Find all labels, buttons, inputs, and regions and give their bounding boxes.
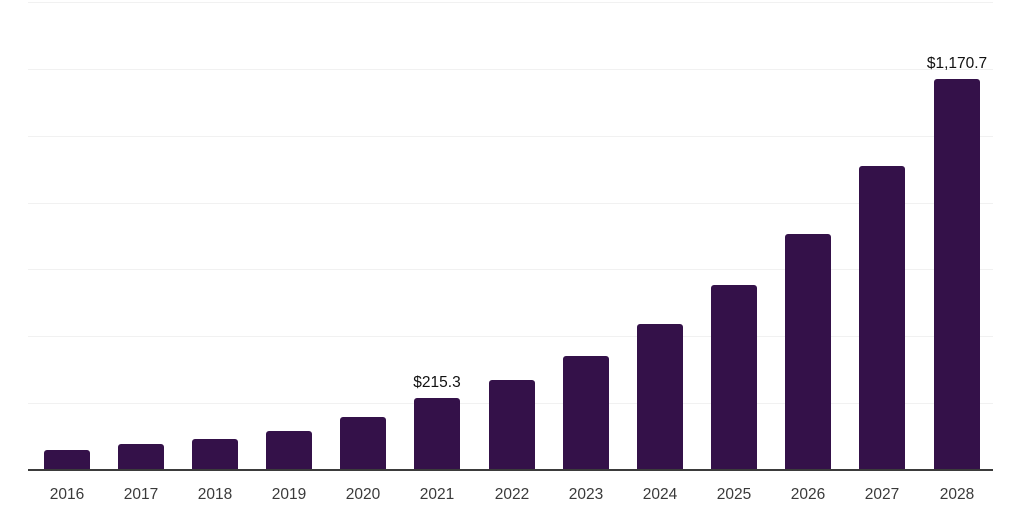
bar-2017[interactable] <box>118 444 164 470</box>
x-tick-2022: 2022 <box>494 486 530 503</box>
data-label-2028: $1,170.7 <box>926 55 988 72</box>
x-tick-2023: 2023 <box>568 486 604 503</box>
x-tick-2025: 2025 <box>716 486 752 503</box>
gridline-1400 <box>28 2 993 3</box>
bar-2027[interactable] <box>859 166 905 470</box>
bar-2021[interactable] <box>414 398 460 470</box>
x-tick-2026: 2026 <box>790 486 826 503</box>
bar-2023[interactable] <box>563 356 609 470</box>
gridline-600 <box>28 269 993 270</box>
gridline-800 <box>28 203 993 204</box>
bar-2016[interactable] <box>44 450 90 470</box>
x-tick-2019: 2019 <box>271 486 307 503</box>
bar-2022[interactable] <box>489 380 535 470</box>
x-tick-2027: 2027 <box>864 486 900 503</box>
gridline-1200 <box>28 69 993 70</box>
x-tick-2024: 2024 <box>642 486 678 503</box>
x-tick-2016: 2016 <box>49 486 85 503</box>
x-tick-2028: 2028 <box>939 486 975 503</box>
gridline-400 <box>28 336 993 337</box>
bar-2018[interactable] <box>192 439 238 470</box>
bar-2019[interactable] <box>266 431 312 470</box>
x-axis-line <box>28 469 993 471</box>
x-tick-2021: 2021 <box>419 486 455 503</box>
bar-2024[interactable] <box>637 324 683 470</box>
bar-2025[interactable] <box>711 285 757 470</box>
x-tick-2018: 2018 <box>197 486 233 503</box>
data-label-2021: $215.3 <box>413 374 461 391</box>
bar-2026[interactable] <box>785 234 831 470</box>
bar-2028[interactable] <box>934 79 980 470</box>
x-tick-2017: 2017 <box>123 486 159 503</box>
bar-2020[interactable] <box>340 417 386 470</box>
x-tick-2020: 2020 <box>345 486 381 503</box>
gridline-1000 <box>28 136 993 137</box>
